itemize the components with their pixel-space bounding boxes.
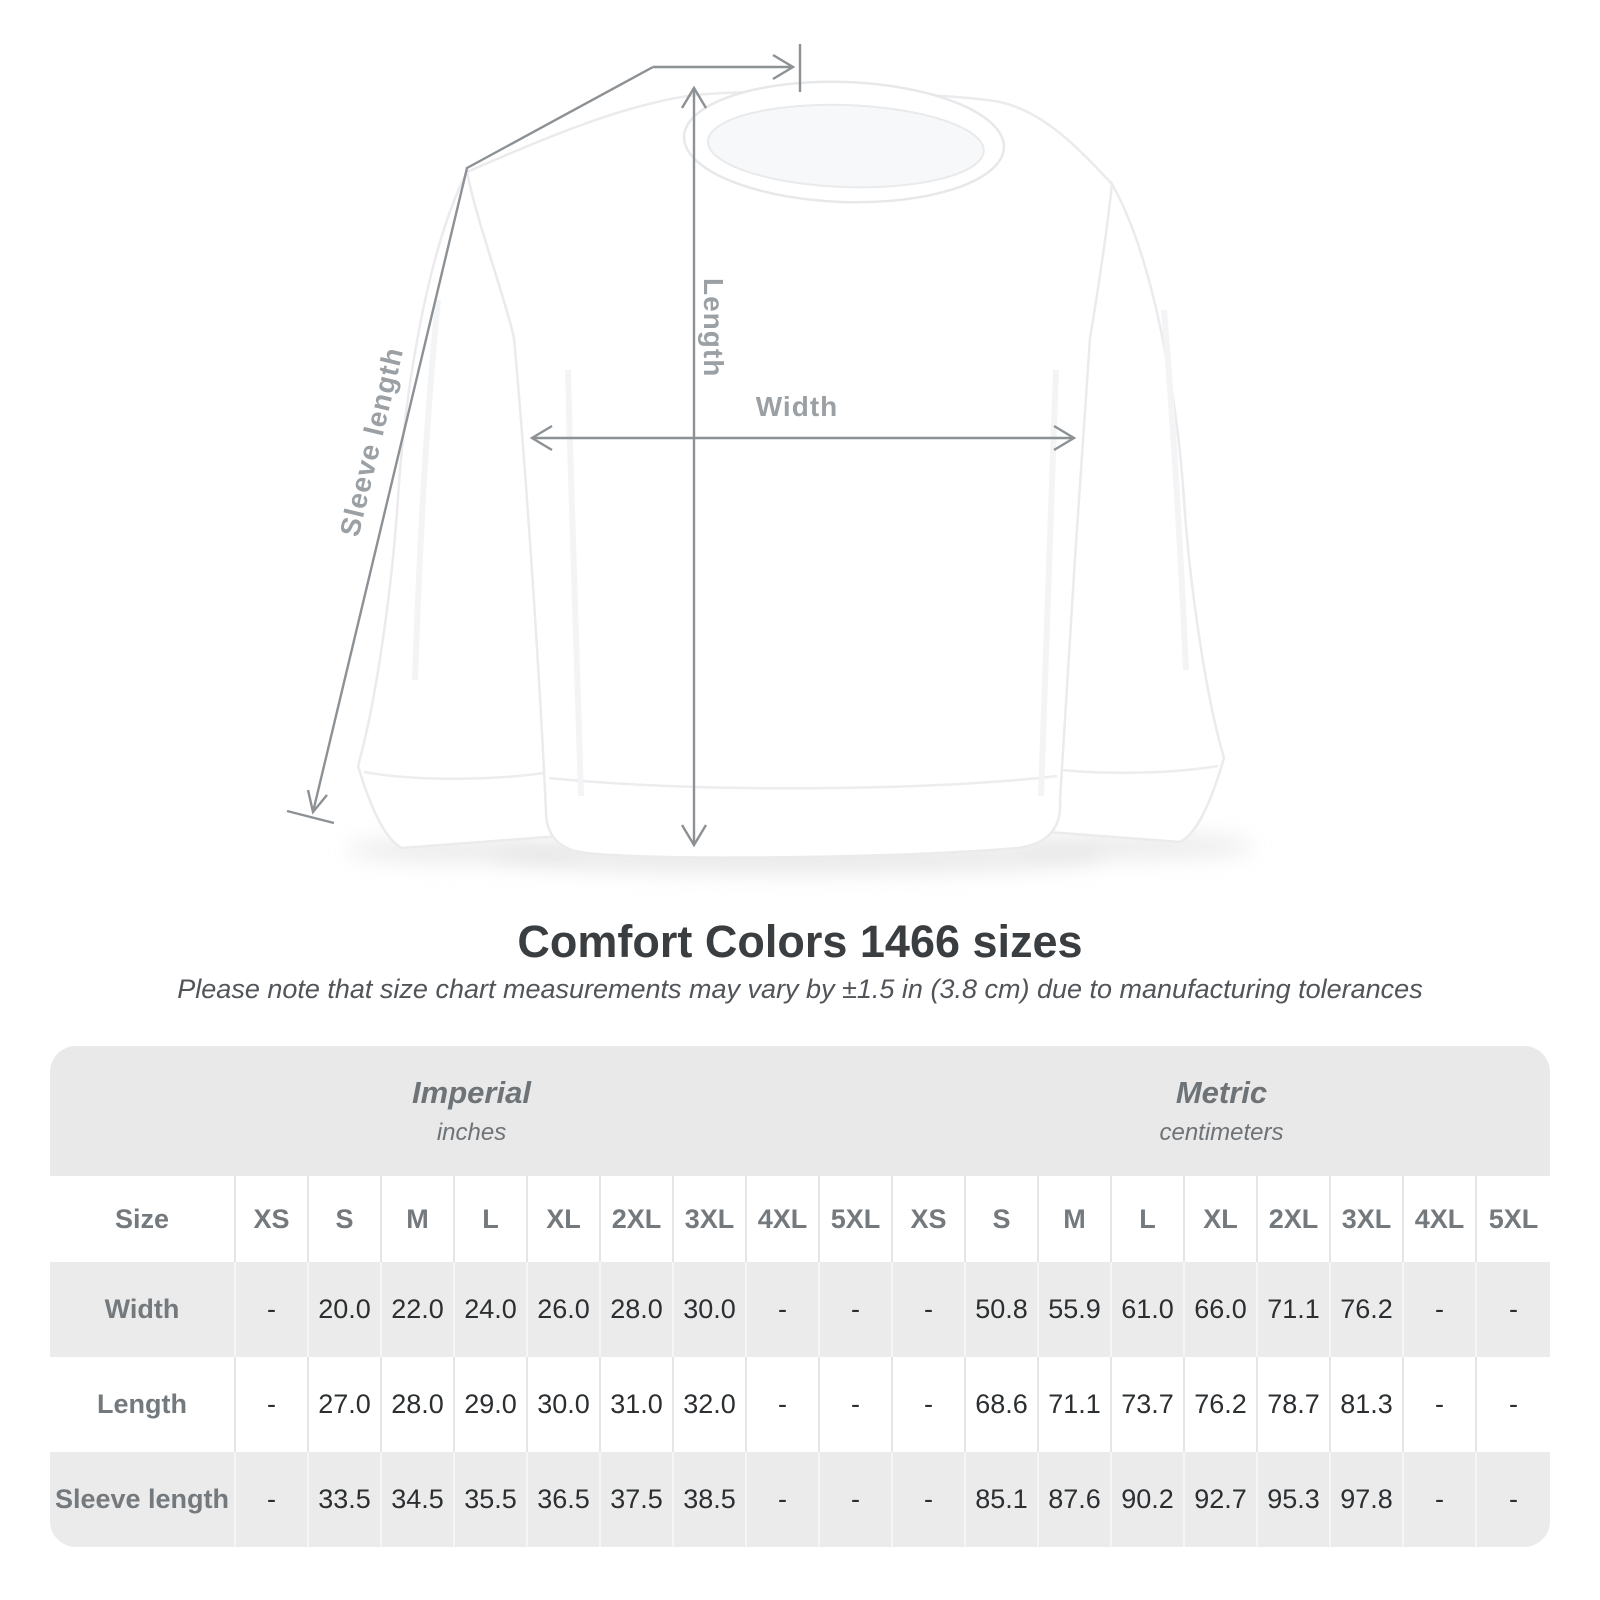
- measurement-cell: -: [820, 1357, 893, 1452]
- size-column-header: 2XL: [601, 1176, 674, 1262]
- row-label: Length: [50, 1357, 236, 1452]
- measurement-cell: 81.3: [1331, 1357, 1404, 1452]
- tolerance-note: Please note that size chart measurements…: [177, 974, 1423, 1004]
- metric-header: Metric centimeters: [893, 1046, 1550, 1176]
- size-column-header: XL: [528, 1176, 601, 1262]
- measurement-cell: -: [1477, 1357, 1550, 1452]
- measurement-cell: -: [236, 1452, 309, 1547]
- measurement-cell: 32.0: [674, 1357, 747, 1452]
- row-label: Sleeve length: [50, 1452, 236, 1547]
- measurement-cell: 27.0: [309, 1357, 382, 1452]
- measurement-cell: 38.5: [674, 1452, 747, 1547]
- sweatshirt-illustration: [356, 80, 1226, 859]
- measurement-cell: -: [747, 1262, 820, 1357]
- measurement-cell: 24.0: [455, 1262, 528, 1357]
- measurement-cell: -: [1404, 1262, 1477, 1357]
- size-table: Size XS S M L XL 2XL 3XL 4XL 5XL XS S M L XL 2XL 3XL 4XL 5…: [50, 1176, 1550, 1547]
- measurement-cell: 68.6: [966, 1357, 1039, 1452]
- measurement-cell: -: [1404, 1452, 1477, 1547]
- size-column-header: 5XL: [820, 1176, 893, 1262]
- measurement-cell: 92.7: [1185, 1452, 1258, 1547]
- measurement-cell: 30.0: [674, 1262, 747, 1357]
- measurement-cell: -: [893, 1357, 966, 1452]
- measurement-cell: 85.1: [966, 1452, 1039, 1547]
- size-column-header: M: [382, 1176, 455, 1262]
- width-measure-line: [529, 424, 1077, 452]
- measurement-cell: 90.2: [1112, 1452, 1185, 1547]
- size-column-header: XL: [1185, 1176, 1258, 1262]
- size-column-header: S: [309, 1176, 382, 1262]
- imperial-subtitle: inches: [436, 1119, 507, 1146]
- measurement-cell: 87.6: [1039, 1452, 1112, 1547]
- size-column-header: L: [1112, 1176, 1185, 1262]
- measurement-cell: -: [820, 1452, 893, 1547]
- measurement-cell: 28.0: [601, 1262, 674, 1357]
- size-column-header: 2XL: [1258, 1176, 1331, 1262]
- measurement-cell: 71.1: [1039, 1357, 1112, 1452]
- size-column-header: S: [966, 1176, 1039, 1262]
- measurement-cell: -: [236, 1262, 309, 1357]
- size-column-label: Size: [50, 1176, 236, 1262]
- size-column-header: 5XL: [1477, 1176, 1550, 1262]
- measurement-cell: 20.0: [309, 1262, 382, 1357]
- measurement-cell: -: [747, 1357, 820, 1452]
- measurement-cell: 35.5: [455, 1452, 528, 1547]
- measurement-cell: 66.0: [1185, 1262, 1258, 1357]
- measurement-cell: -: [893, 1452, 966, 1547]
- measurement-cell: 29.0: [455, 1357, 528, 1452]
- size-column-header: XS: [236, 1176, 309, 1262]
- size-column-header: L: [455, 1176, 528, 1262]
- imperial-header: Imperial inches: [50, 1046, 893, 1176]
- size-column-header: XS: [893, 1176, 966, 1262]
- row-label: Width: [50, 1262, 236, 1357]
- measurement-cell: 36.5: [528, 1452, 601, 1547]
- collar: [682, 80, 1006, 204]
- size-column-header: 3XL: [1331, 1176, 1404, 1262]
- imperial-title: Imperial: [412, 1075, 531, 1110]
- measurement-cell: 26.0: [528, 1262, 601, 1357]
- measurement-cell: 71.1: [1258, 1262, 1331, 1357]
- length-measure-line: [680, 85, 708, 848]
- size-chart-card: Imperial inches Metric centimeters Size X…: [50, 1046, 1550, 1547]
- measurement-cell: 33.5: [309, 1452, 382, 1547]
- size-column-header: 3XL: [674, 1176, 747, 1262]
- page-title: Comfort Colors 1466 sizes: [517, 916, 1083, 967]
- sleeve-length-measure-line: [286, 44, 802, 825]
- measurement-cell: 95.3: [1258, 1452, 1331, 1547]
- measurement-cell: 37.5: [601, 1452, 674, 1547]
- metric-subtitle: centimeters: [1159, 1119, 1284, 1146]
- measurement-cell: 76.2: [1331, 1262, 1404, 1357]
- measurement-cell: 97.8: [1331, 1452, 1404, 1547]
- measurement-cell: 61.0: [1112, 1262, 1185, 1357]
- measurement-cell: -: [236, 1357, 309, 1452]
- measurement-cell: -: [747, 1452, 820, 1547]
- units-header: Imperial inches Metric centimeters: [50, 1046, 1550, 1176]
- sweatshirt-diagram: Length Width Sleeve length: [286, 44, 1255, 874]
- measurement-cell: -: [1477, 1262, 1550, 1357]
- measurement-cell: 50.8: [966, 1262, 1039, 1357]
- measurement-cell: -: [820, 1262, 893, 1357]
- metric-title: Metric: [1175, 1075, 1268, 1110]
- measurement-cell: 55.9: [1039, 1262, 1112, 1357]
- length-measure-label: Length: [698, 278, 729, 377]
- measurement-cell: 78.7: [1258, 1357, 1331, 1452]
- shirt-body: [465, 90, 1114, 859]
- size-column-header: M: [1039, 1176, 1112, 1262]
- measurement-cell: -: [1477, 1452, 1550, 1547]
- width-measure-label: Width: [756, 391, 839, 422]
- measurement-cell: 73.7: [1112, 1357, 1185, 1452]
- measurement-cell: 28.0: [382, 1357, 455, 1452]
- measurement-cell: 22.0: [382, 1262, 455, 1357]
- size-column-header: 4XL: [1404, 1176, 1477, 1262]
- size-column-header: 4XL: [747, 1176, 820, 1262]
- measurement-cell: 76.2: [1185, 1357, 1258, 1452]
- measurement-cell: 34.5: [382, 1452, 455, 1547]
- measurement-cell: 30.0: [528, 1357, 601, 1452]
- measurement-cell: -: [893, 1262, 966, 1357]
- measurement-cell: -: [1404, 1357, 1477, 1452]
- measurement-cell: 31.0: [601, 1357, 674, 1452]
